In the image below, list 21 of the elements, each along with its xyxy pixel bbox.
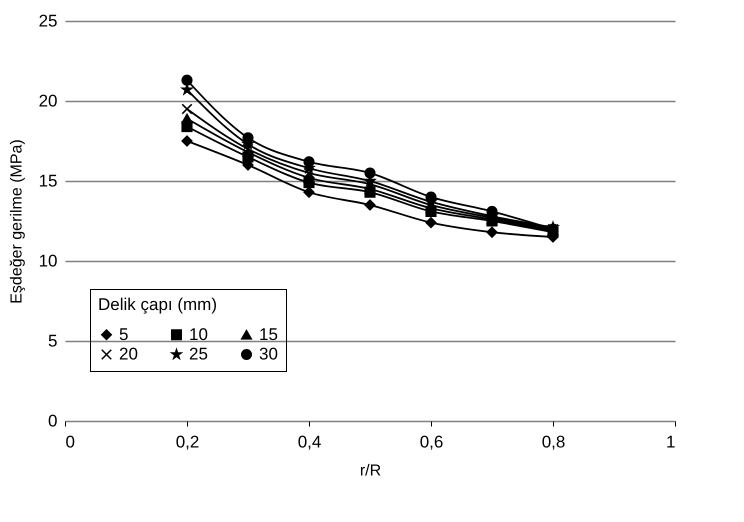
x-tick-label: 0,2 xyxy=(176,432,200,452)
legend-label: 15 xyxy=(259,324,278,344)
legend-label: 10 xyxy=(189,324,208,344)
y-tick-label: 0 xyxy=(48,412,58,430)
legend-label: 5 xyxy=(119,324,128,344)
x-tick-label: 0,6 xyxy=(420,432,444,452)
y-tick-label: 15 xyxy=(38,172,58,190)
y-tick-label: 25 xyxy=(38,12,58,30)
x-tick-label: 0,4 xyxy=(298,432,322,452)
x-tick-label: 0,8 xyxy=(542,432,566,452)
legend-label: 25 xyxy=(189,344,208,364)
legend-title: Delik çapı (mm) xyxy=(98,295,218,314)
x-axis-title: r/R xyxy=(360,462,382,480)
y-tick-label: 20 xyxy=(38,92,58,110)
x-tick-label: 0 xyxy=(66,432,75,452)
x-tick-label: 1 xyxy=(666,432,676,452)
y-tick-label: 5 xyxy=(48,332,58,350)
y-tick-label: 10 xyxy=(38,252,58,270)
y-axis-title: Eşdeğer gerilme (MPa) xyxy=(8,139,26,304)
legend-label: 20 xyxy=(119,344,138,364)
legend-label: 30 xyxy=(259,344,278,364)
